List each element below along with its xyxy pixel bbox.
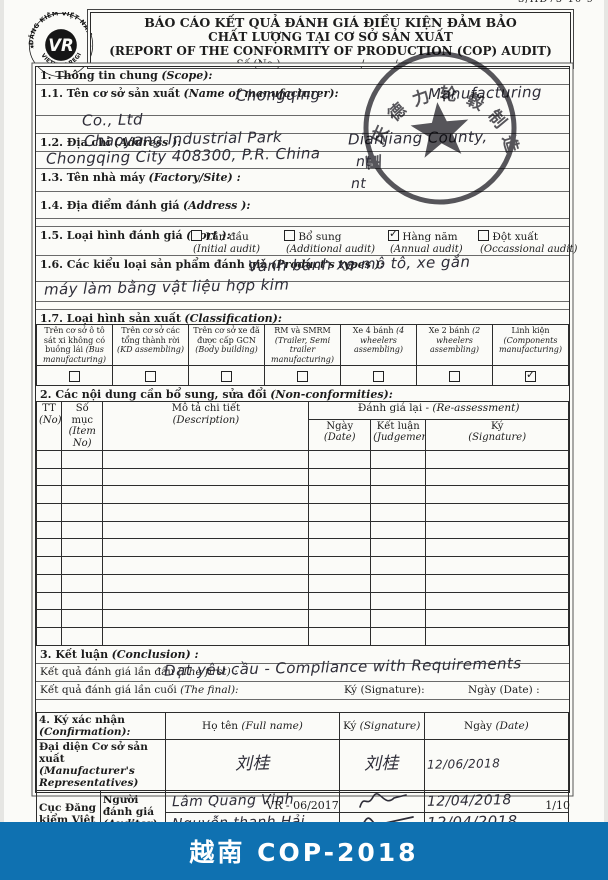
non-conformities-table: TT (No) Số mục (Item No) Mô tả chi tiết (De… xyxy=(36,401,569,646)
classification-col-header: Trên cơ sở xe đã được cấp GCN (Body buil… xyxy=(188,324,265,366)
empty-nonconformity-row xyxy=(36,573,569,593)
field-audit-sort: 1.5. Loại hình đánh giá (Sort ): Lần đầu… xyxy=(36,227,577,256)
field-manufacturer-name: 1.1. Tên cơ sở sản xuất (Name of manufac… xyxy=(36,82,569,116)
checkbox-4-wheelers xyxy=(373,371,384,382)
classification-col-header: Trên cơ sở ô tô sát xi không có buồng lá… xyxy=(36,324,113,366)
field-address: 1.2. Địa chỉ (Address ): Chaoyang Indust… xyxy=(36,127,569,152)
col-header-full-name: Họ tên (Full name) xyxy=(165,711,340,740)
field-final-audit-result: Kết quả đánh giá lần cuối (The final): K… xyxy=(36,682,569,700)
checkbox-initial-audit xyxy=(191,230,202,241)
handwritten-rep-signature: 刘桂 xyxy=(364,753,400,774)
handwritten-product-types-2: máy làm bằng vật liệu hợp kim xyxy=(43,275,290,299)
col-header-description: Mô tả chi tiết (Description) xyxy=(102,401,310,451)
empty-nonconformity-row xyxy=(36,520,569,540)
col-header-date: Ngày (Date) xyxy=(423,711,570,740)
field-factory-site: 1.3. Tên nhà máy (Factory/Site) : xyxy=(36,169,569,192)
handwritten-product-types-1: Vành bánh xe mô tô, xe gắn xyxy=(247,252,471,276)
classification-col-header: Trên cơ sở các tổng thành rời (KD assemb… xyxy=(112,324,189,366)
empty-nonconformity-row xyxy=(36,626,569,646)
field-classification-heading: 1.7. Loại hình sản xuất (Classification)… xyxy=(40,312,282,325)
page-number: 1/10 xyxy=(545,799,570,812)
col-header-tt: TT (No) xyxy=(36,401,62,451)
checkbox-kd-assembling xyxy=(145,371,156,382)
form-code: VR - 06/2017 xyxy=(266,799,339,812)
section1-heading: 1. Thông tin chung (Scope): xyxy=(36,67,569,85)
empty-nonconformity-row xyxy=(36,538,569,558)
spacer-row xyxy=(36,700,569,712)
option-annual-audit: Hàng năm (Annual audit) xyxy=(388,227,463,256)
handwritten-manufacturer-1: Chongqing xyxy=(235,85,321,105)
logo-right-star: ★ xyxy=(87,43,92,50)
page-footer: VR - 06/2017 1/10 xyxy=(35,799,570,812)
empty-nonconformity-row xyxy=(36,485,569,505)
main-form: 1. Thông tin chung (Scope): 1.1. Tên cơ … xyxy=(35,66,577,874)
handwritten-address-2: Dianjiang County, xyxy=(347,127,488,149)
col-header-judgement: Kết luận(Judgement) xyxy=(370,418,427,452)
checkbox-body-building xyxy=(221,371,232,382)
bottom-banner: 越南 COP-2018 xyxy=(0,822,608,880)
checkbox-annual-audit xyxy=(388,227,399,241)
report-title-vi-line1: BÁO CÁO KẾT QUẢ ĐÁNH GIÁ ĐIỀU KIỆN ĐẢM B… xyxy=(144,15,517,30)
option-additional-audit: Bổ sung (Additional audit) xyxy=(284,230,376,255)
report-title-en: (REPORT OF THE CONFORMITY OF PRODUCTION … xyxy=(109,44,552,58)
handwritten-rep-date: 12/06/2018 xyxy=(426,756,501,772)
handwritten-manufacturer-2: Manufacturing xyxy=(427,82,542,104)
vietnam-register-logo: ĐĂNG KIỂM VIỆT NAM VIETNAM REGISTER ★ ★ … xyxy=(26,8,94,78)
field-audit-address: 1.4. Địa điểm đánh giá (Address ): xyxy=(36,192,569,219)
option-occasional-audit: Đột xuất (Occassional audit) xyxy=(478,230,578,255)
col-header-item-no: Số mục (Item No) xyxy=(60,401,104,451)
checkbox-trailer-manufacturing xyxy=(297,371,308,382)
checkbox-2-wheelers xyxy=(449,371,460,382)
empty-nonconformity-row xyxy=(36,609,569,628)
paper-sheet: ĐĂNG KIỂM VIỆT NAM VIETNAM REGISTER ★ ★ … xyxy=(4,0,604,874)
col-header-reassessment: Đánh giá lại - (Re-assessment) xyxy=(308,401,569,420)
section2-heading: 2. Các nội dung cần bổ sung, sửa đổi (No… xyxy=(40,388,393,401)
empty-nonconformity-row xyxy=(36,503,569,522)
field-product-types: 1.6. Các kiểu loại sản phẩm đánh giá (Pr… xyxy=(36,252,569,282)
handwritten-ditto-factory: nt xyxy=(355,153,372,171)
handwritten-address-3: Chongqing City 408300, P.R. China xyxy=(45,144,321,168)
title-box: BÁO CÁO KẾT QUẢ ĐÁNH GIÁ ĐIỀU KIỆN ĐẢM B… xyxy=(90,12,571,70)
col-header-signature: Ký (Signature) xyxy=(425,418,569,452)
field-first-audit-result: Kết quả đánh giá lần đầu (The first) : Đ… xyxy=(36,654,569,682)
classification-table: Trên cơ sở ô tô sát xi không có buồng lá… xyxy=(36,324,569,386)
logo-vr-monogram: VR xyxy=(48,36,73,55)
report-title-vi-line2: CHẤT LƯỢNG TẠI CƠ SỞ SẢN XUẤT xyxy=(208,30,453,44)
spacer-row xyxy=(36,302,569,310)
checkbox-occasional-audit xyxy=(478,230,489,241)
row-product-types-cont: máy làm bằng vật liệu hợp kim xyxy=(36,275,569,302)
classification-col-header: RM và SMRM (Trailer, Semi trailer manufa… xyxy=(264,324,341,366)
handwritten-conclusion: Đạt yêu cầu - Compliance with Requiremen… xyxy=(163,653,522,680)
classification-col-header: Xe 4 bánh (4 wheelers assembling) xyxy=(340,324,417,366)
section3-heading: 3. Kết luận (Conclusion) : xyxy=(36,646,569,664)
logo-left-star: ★ xyxy=(29,43,34,50)
final-signature-label: Ký (Signature): xyxy=(344,683,425,696)
col-header-date: Ngày (Date) xyxy=(308,418,372,452)
empty-nonconformity-row xyxy=(36,450,569,469)
vr-emblem-icon: ĐĂNG KIỂM VIỆT NAM VIETNAM REGISTER ★ ★ … xyxy=(26,8,94,78)
checkbox-additional-audit xyxy=(284,230,295,241)
empty-nonconformity-row xyxy=(36,467,569,487)
handwritten-rep-name: 刘桂 xyxy=(234,753,271,774)
section4-heading: 4. Ký xác nhận (Confirmation): xyxy=(35,711,167,740)
checkbox-bus-manufacturing xyxy=(69,371,80,382)
option-initial-audit: Lần đầu (Initial audit) xyxy=(191,230,260,255)
classification-col-header: Xe 2 bánh (2 wheelers assembling) xyxy=(416,324,493,366)
handwritten-manufacturer-3: Co., Ltd xyxy=(81,110,144,130)
final-date-label: Ngày (Date) : xyxy=(468,683,540,696)
classification-col-header: Linh kiện (Components manufacturing) xyxy=(492,324,569,366)
empty-nonconformity-row xyxy=(36,591,569,611)
col-header-signature: Ký (Signature) xyxy=(338,711,425,740)
corner-reference-code: 3/HD75-10-9 xyxy=(518,0,594,5)
auditor1-signature-scribble xyxy=(358,793,407,808)
spacer-row xyxy=(36,219,569,227)
row-label-manufacturer-rep: Đại diện Cơ sở sản xuất (Manufacturer's R… xyxy=(35,738,167,791)
row-address-cont: Chongqing City 408300, P.R. China xyxy=(36,144,569,169)
handwritten-ditto-address: nt xyxy=(350,175,367,193)
checkbox-components-manufacturing xyxy=(525,368,536,382)
empty-nonconformity-row xyxy=(36,556,569,575)
row-manufacturer-name-cont: Co., Ltd xyxy=(36,110,569,134)
